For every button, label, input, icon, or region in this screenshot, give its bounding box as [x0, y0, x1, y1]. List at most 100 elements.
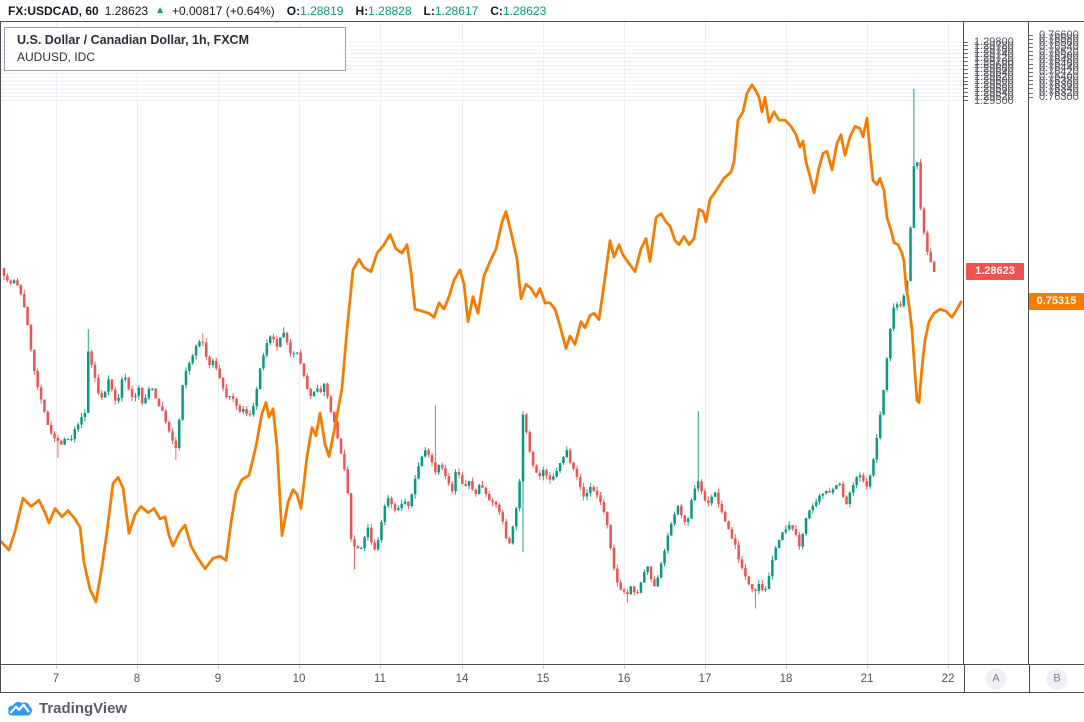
- last-price-badge-usdcad: 1.28623: [966, 263, 1024, 281]
- price-change: +0.00817 (+0.64%): [171, 3, 275, 18]
- time-tick-mark: [786, 665, 787, 669]
- price-tick-label: 0.76440: [1039, 62, 1079, 75]
- price-tick-mark: [964, 92, 968, 94]
- time-tick-mark: [543, 665, 544, 669]
- price-tick-mark: [1029, 42, 1033, 44]
- time-tick-mark: [299, 665, 300, 669]
- scale-b-separator: [1029, 665, 1030, 692]
- price-tick-mark: [1029, 63, 1033, 65]
- price-up-arrow-icon: ▲: [155, 5, 165, 16]
- price-tick-label: 1.29640: [974, 67, 1014, 80]
- price-tick-mark: [964, 96, 968, 98]
- price-tick-mark: [1029, 55, 1033, 57]
- footer: TradingView: [0, 694, 1084, 722]
- price-tick-label: 1.29560: [974, 82, 1014, 95]
- price-tick-label: 0.76520: [1039, 45, 1079, 58]
- price-tick-mark: [964, 80, 968, 82]
- price-tick-label: 1.29580: [974, 78, 1014, 91]
- price-tick-label: 0.76500: [1039, 49, 1079, 62]
- price-tick-mark: [964, 88, 968, 90]
- low-label: L:: [423, 3, 435, 18]
- price-tick-label: 1.29660: [974, 63, 1014, 76]
- open-label: O:: [286, 3, 301, 18]
- price-tick-label: 0.76360: [1039, 78, 1079, 91]
- time-tick-mark: [624, 665, 625, 669]
- high-value: 1.28828: [368, 3, 412, 18]
- price-tick-label: 0.76560: [1039, 37, 1079, 50]
- time-axis-label: 16: [617, 672, 631, 685]
- price-tick-label: 0.76600: [1039, 29, 1079, 41]
- scale-a-separator: [964, 665, 965, 692]
- price-chart-svg[interactable]: [1, 22, 963, 664]
- time-tick-mark: [867, 665, 868, 669]
- low-value: 1.28617: [434, 3, 479, 18]
- price-scale-usdcad[interactable]: 1.28623 1.29800 1.29780 1.29760 1.29740 1.29…: [963, 22, 1028, 664]
- price-tick-mark: [1029, 67, 1033, 69]
- price-tick-mark: [1029, 80, 1033, 82]
- price-tick-mark: [1029, 84, 1033, 86]
- price-tick-label: 1.29600: [974, 75, 1014, 88]
- price-tick-mark: [1029, 88, 1033, 90]
- time-tick-mark: [380, 665, 381, 669]
- chart-region: U.S. Dollar / Canadian Dollar, 1h, FXCM …: [0, 21, 1084, 664]
- price-tick-mark: [964, 76, 968, 78]
- price-tick-label: 1.29720: [974, 51, 1014, 64]
- price-tick-label: 0.76320: [1039, 87, 1079, 100]
- price-tick-mark: [964, 100, 968, 102]
- time-axis-label: 17: [698, 672, 712, 685]
- close-value: 1.28623: [502, 3, 547, 18]
- price-tick-mark: [1029, 38, 1033, 40]
- price-tick-label: 1.29780: [974, 39, 1014, 52]
- price-tick-label: 1.29740: [974, 47, 1014, 60]
- price-tick-mark: [1029, 92, 1033, 94]
- price-tick-mark: [964, 41, 968, 43]
- time-tick-mark: [218, 665, 219, 669]
- price-tick-mark: [1029, 59, 1033, 61]
- legend-box[interactable]: U.S. Dollar / Canadian Dollar, 1h, FXCM …: [4, 27, 346, 71]
- symbol-and-interval[interactable]: FX:USDCAD, 60: [8, 3, 99, 18]
- price-tick-mark: [964, 68, 968, 70]
- ohlc-header: FX:USDCAD, 60 1.28623 ▲ +0.00817 (+0.64%…: [0, 0, 1084, 21]
- price-tick-label: 1.29700: [974, 55, 1014, 68]
- time-axis-label: 14: [455, 672, 469, 685]
- scale-a-button[interactable]: A: [985, 668, 1007, 689]
- price-tick-label: 1.29800: [974, 36, 1014, 48]
- price-tick-label: 1.29760: [974, 43, 1014, 56]
- price-tick-label: 0.76300: [1039, 91, 1079, 104]
- price-tick-label: 0.76580: [1039, 33, 1079, 46]
- time-tick-mark: [137, 665, 138, 669]
- price-tick-mark: [1029, 51, 1033, 53]
- price-tick-mark: [964, 45, 968, 47]
- price-tick-mark: [964, 72, 968, 74]
- chart-canvas[interactable]: U.S. Dollar / Canadian Dollar, 1h, FXCM …: [0, 22, 963, 664]
- time-axis-label: 8: [133, 672, 141, 685]
- brand-name[interactable]: TradingView: [39, 699, 128, 717]
- legend-main-series[interactable]: U.S. Dollar / Canadian Dollar, 1h, FXCM: [17, 33, 249, 47]
- price-tick-label: 1.29520: [974, 90, 1014, 103]
- time-tick-mark: [462, 665, 463, 669]
- time-axis-label: 22: [941, 672, 955, 685]
- price-tick-mark: [964, 53, 968, 55]
- last-price-badge-audusd: 0.75315: [1029, 293, 1084, 311]
- time-axis-label: 7: [52, 672, 60, 685]
- time-axis-label: 10: [292, 672, 306, 685]
- high-label: H:: [355, 3, 369, 18]
- price-tick-mark: [964, 49, 968, 51]
- scale-b-button[interactable]: B: [1046, 668, 1068, 689]
- time-axis-label: 21: [860, 672, 874, 685]
- price-tick-label: 1.29540: [974, 86, 1014, 99]
- price-tick-label: 1.29620: [974, 71, 1014, 84]
- price-tick-label: 1.29500: [974, 94, 1014, 107]
- time-axis[interactable]: 7 8 9 10 11 14 15 16 17 18 21 22 A B: [0, 664, 1084, 693]
- price-tick-label: 0.76460: [1039, 58, 1079, 71]
- price-tick-label: 0.76480: [1039, 53, 1079, 66]
- close-label: C:: [490, 3, 503, 18]
- legend-compare-series[interactable]: AUDUSD, IDC: [17, 50, 96, 64]
- price-tick-label: 0.76400: [1039, 70, 1079, 83]
- time-tick-mark: [705, 665, 706, 669]
- tradingview-logo-icon[interactable]: [7, 700, 32, 717]
- price-scale-audusd[interactable]: 0.75315 0.76600 0.76580 0.76560 0.76540 0.76…: [1028, 22, 1084, 664]
- open-value: 1.28819: [300, 3, 344, 18]
- price-tick-mark: [964, 84, 968, 86]
